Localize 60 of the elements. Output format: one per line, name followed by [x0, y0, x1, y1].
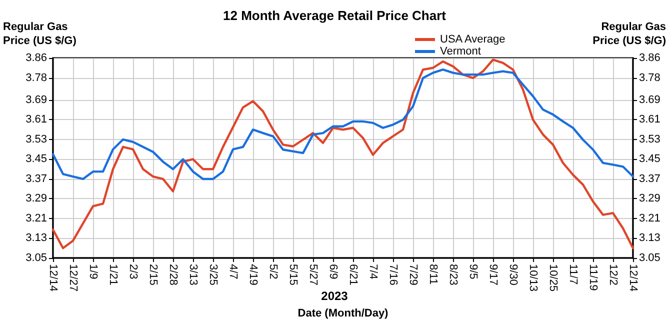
y2-tick-label: 3.78 — [639, 72, 660, 84]
y2-tick-label: 3.37 — [639, 172, 660, 185]
x-tick-label: 5/27 — [307, 264, 319, 286]
x-tick-label: 8/11 — [427, 264, 439, 285]
x-tick-label: 2/28 — [167, 264, 179, 286]
x-tick-label: 6/21 — [347, 264, 359, 286]
y2-tick-label: 3.05 — [639, 252, 660, 264]
y2-tick-label: 3.61 — [639, 114, 660, 126]
x-tick-label: 12/2 — [607, 264, 619, 286]
x-tick-label: 11/19 — [587, 264, 599, 291]
x-tick-label: 5/2 — [267, 264, 279, 280]
y-tick-label: 3.78 — [26, 72, 47, 84]
x-tick-label: 4/7 — [227, 264, 239, 280]
x-tick-label: 2/15 — [147, 264, 159, 286]
y2-tick-label: 3.45 — [639, 153, 660, 166]
y-tick-label: 3.45 — [26, 153, 47, 166]
y-tick-label: 3.69 — [26, 94, 47, 106]
x-tick-label: 9/5 — [467, 264, 479, 280]
y-tick-label: 3.21 — [26, 212, 47, 224]
legend-label: USA Average — [440, 34, 506, 46]
y-tick-label: 3.53 — [26, 133, 47, 146]
y2-tick-label: 3.29 — [639, 192, 660, 205]
y-tick-label: 3.13 — [26, 232, 47, 244]
x-tick-label: 3/13 — [187, 264, 199, 286]
y-tick-label: 3.61 — [26, 114, 47, 126]
y-tick-label: 3.29 — [26, 192, 47, 205]
legend-label: Vermont — [440, 46, 481, 58]
x-tick-label: 11/7 — [567, 264, 579, 285]
y2-tick-label: 3.21 — [639, 212, 660, 224]
y-tick-label: 3.37 — [26, 172, 47, 185]
x-tick-label: 1/21 — [107, 264, 119, 286]
y2-tick-label: 3.13 — [639, 232, 660, 244]
x-tick-label: 6/9 — [327, 264, 339, 280]
x-tick-label: 8/23 — [447, 264, 459, 286]
x-tick-label: 9/30 — [507, 264, 519, 286]
x-tick-label: 10/13 — [527, 264, 539, 292]
x-tick-label: 9/17 — [487, 264, 499, 286]
y-axis-title: Regular Gas Price (US $/G) — [3, 21, 77, 47]
y2-tick-label: 3.53 — [639, 133, 660, 146]
x-tick-label: 12/14 — [627, 264, 639, 292]
line-series — [52, 68, 634, 180]
x-tick-label: 2/3 — [127, 264, 139, 280]
y2-tick-label: 3.86 — [639, 52, 660, 64]
x-tick-label: 12/14 — [47, 264, 59, 292]
y2-tick-label: 3.69 — [639, 94, 660, 106]
x-tick-label: 3/25 — [207, 264, 219, 286]
y-tick-label: 3.05 — [26, 252, 47, 264]
chart-title: 12 Month Average Retail Price Chart — [223, 8, 447, 23]
x-axis-title: Date (Month/Day) — [298, 308, 389, 320]
y2-axis-title: Regular Gas Price (US $/G) — [592, 21, 666, 47]
x-tick-label: 4/19 — [247, 264, 259, 286]
x-tick-label: 10/25 — [547, 264, 559, 292]
x-tick-label: 5/15 — [287, 264, 299, 286]
x-tick-label: 7/16 — [387, 264, 399, 286]
y-tick-label: 3.86 — [26, 52, 47, 64]
x-tick-label: 7/4 — [367, 264, 379, 280]
x-tick-label: 7/29 — [407, 264, 419, 286]
x-tick-label: 1/9 — [87, 264, 99, 280]
text: 2023 — [321, 289, 348, 303]
x-tick-label: 12/27 — [67, 264, 79, 292]
